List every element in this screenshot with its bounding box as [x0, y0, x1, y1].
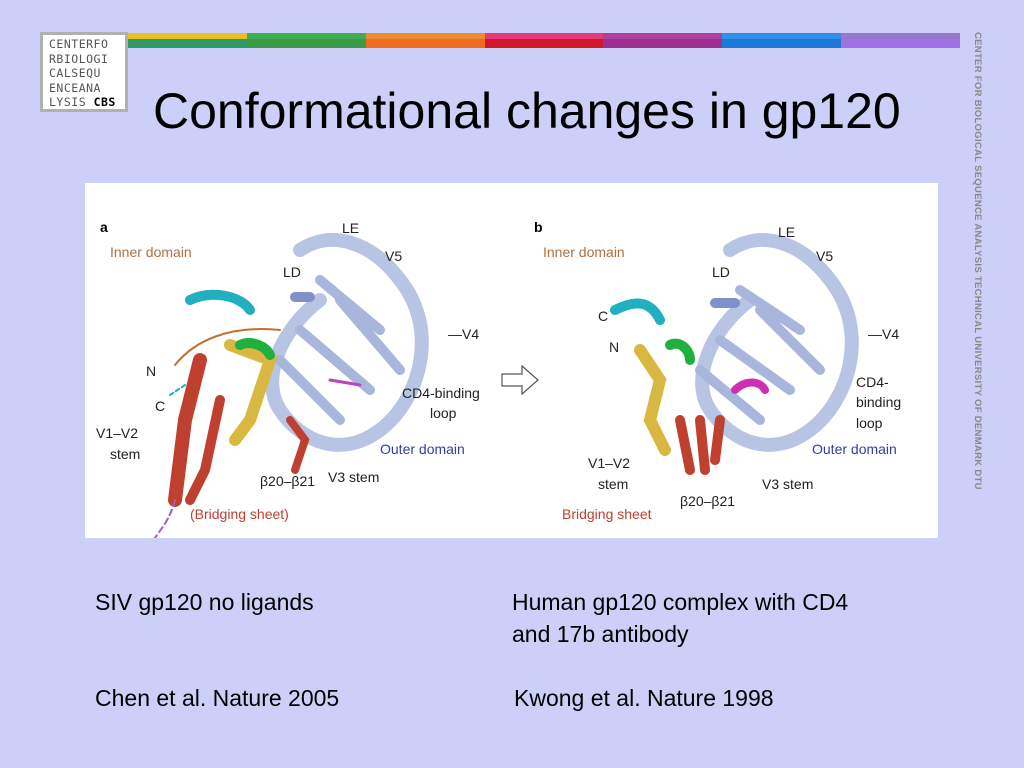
figure-label: V5	[385, 248, 402, 264]
color-bar	[128, 33, 961, 48]
figure-label: —V4	[448, 326, 479, 342]
figure-label: β20–β21	[680, 493, 735, 509]
figure-label: LD	[283, 264, 301, 280]
logo-badge: CBS	[93, 95, 116, 109]
logo-line: RBIOLOGI	[49, 51, 109, 66]
caption-line: SIV gp120 no ligands	[95, 589, 314, 615]
figure-label: Outer domain	[812, 441, 897, 457]
figure-label: stem	[110, 446, 140, 462]
figure-label: a	[100, 219, 108, 235]
slide-title: Conformational changes in gp120	[153, 83, 901, 139]
bar-segment	[365, 33, 485, 48]
logo-line: CALSEQU	[49, 66, 101, 80]
figure-label: loop	[856, 415, 883, 431]
bar-segment	[484, 33, 604, 48]
figure-label: V3 stem	[762, 476, 813, 492]
logo-line: ENCEANA	[49, 80, 101, 95]
arrow	[501, 364, 539, 396]
figure-label: Outer domain	[380, 441, 465, 457]
caption-left: SIV gp120 no ligands	[95, 586, 314, 618]
figure-label: Inner domain	[110, 244, 192, 260]
figure-label: V1–V2	[588, 455, 630, 471]
figure-label: —V4	[868, 326, 899, 342]
figure-label: C	[155, 398, 165, 414]
sidebar-text: CENTER FOR BIOLOGICAL SEQUENCE ANALYSIS …	[972, 32, 983, 490]
figure-label: LE	[778, 224, 795, 240]
figure-label: (Bridging sheet)	[190, 506, 289, 522]
logo: CENTERFO RBIOLOGI CALSEQU ENCEANA LYSIS …	[40, 32, 128, 112]
figure-label: b	[534, 219, 543, 235]
figure-label: V5	[816, 248, 833, 264]
figure-label: loop	[430, 405, 457, 421]
figure-label: C	[598, 308, 608, 324]
bar-segment	[246, 33, 366, 48]
figure-label: V1–V2	[96, 425, 138, 441]
reference-right: Kwong et al. Nature 1998	[514, 685, 774, 711]
protein-b	[610, 233, 859, 475]
caption-line: and 17b antibody	[512, 621, 689, 647]
bar-segment	[841, 33, 961, 48]
figure-label: β20–β21	[260, 473, 315, 489]
figure-label: LD	[712, 264, 730, 280]
figure-label: CD4-binding	[402, 385, 480, 401]
figure-label: CD4-	[856, 374, 889, 390]
logo-line: CENTERFO	[49, 37, 109, 51]
figure-label: N	[146, 363, 156, 379]
figure-label: binding	[856, 394, 901, 410]
caption-right: Human gp120 complex with CD4 and 17b ant…	[512, 586, 848, 650]
bar-segment	[128, 33, 247, 48]
figure-label: LE	[342, 220, 359, 236]
logo-line: LYSIS CBS	[49, 95, 125, 110]
bar-segment	[722, 33, 842, 48]
protein-a	[154, 233, 429, 538]
reference-left: Chen et al. Nature 2005	[95, 685, 340, 711]
bar-segment	[603, 33, 723, 48]
figure-label: stem	[598, 476, 628, 492]
logo-text: LYSIS	[49, 95, 87, 109]
figure-label: Inner domain	[543, 244, 625, 260]
figure-label: N	[609, 339, 619, 355]
figure-label: V3 stem	[328, 469, 379, 485]
caption-line: Human gp120 complex with CD4	[512, 589, 849, 615]
figure-label: Bridging sheet	[562, 506, 652, 522]
